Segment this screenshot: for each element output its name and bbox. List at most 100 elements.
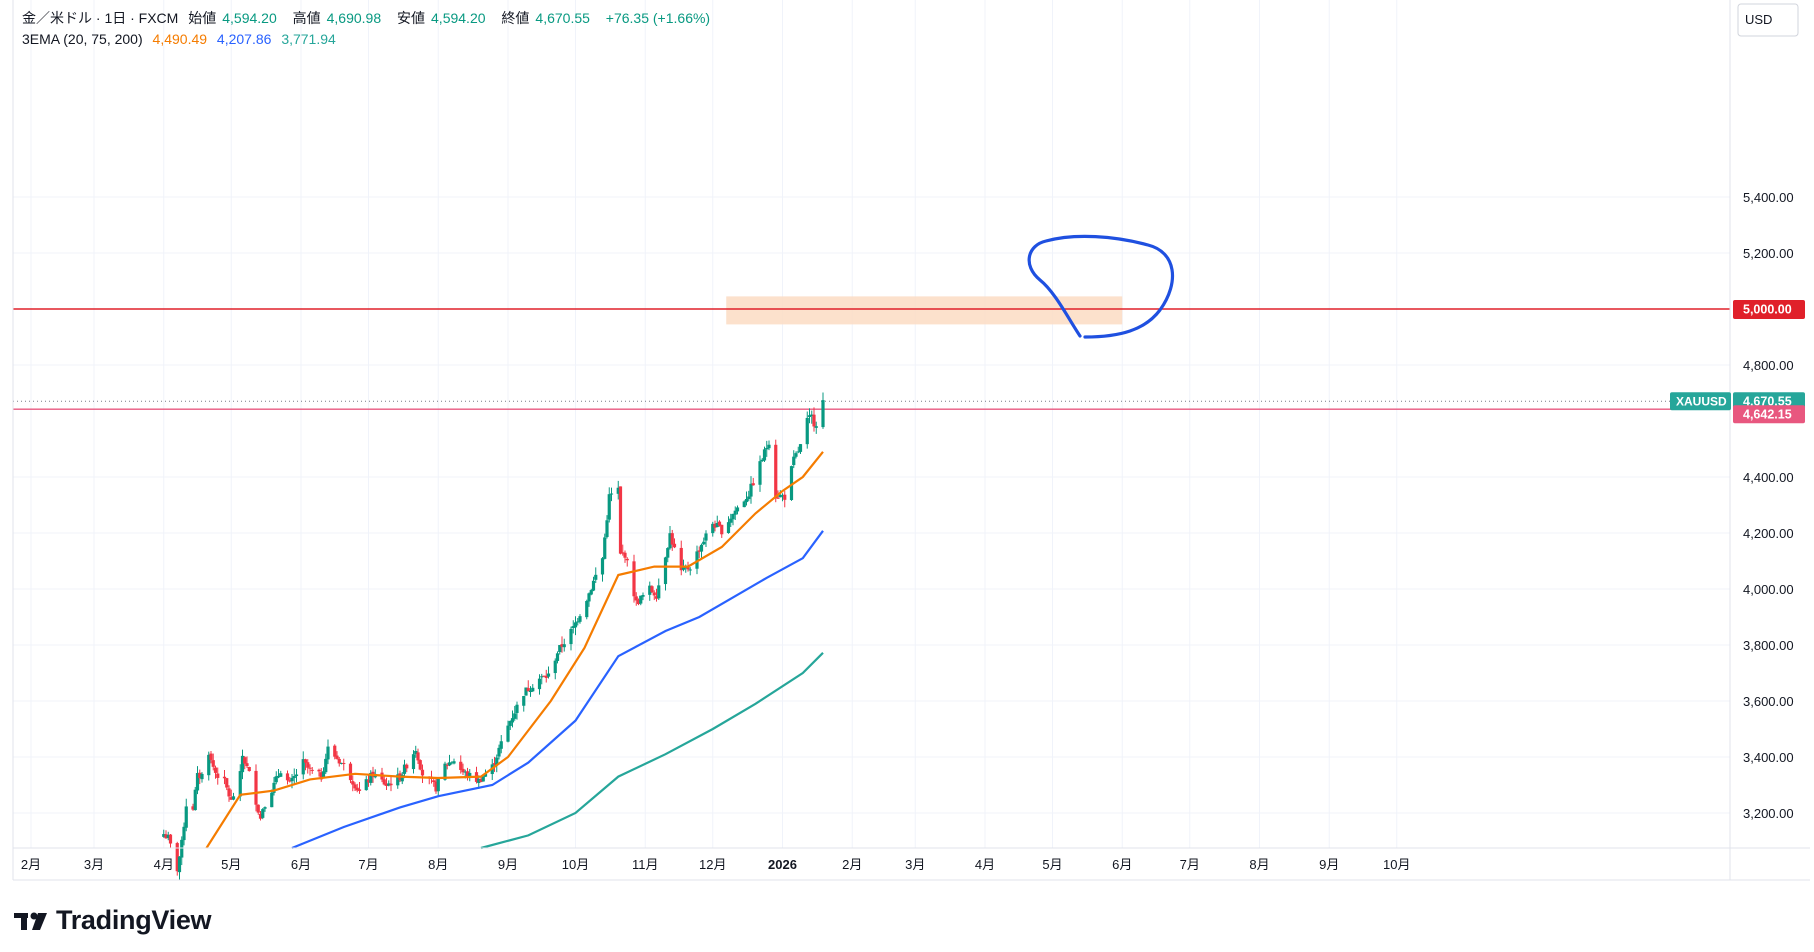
candle <box>544 669 548 683</box>
candle-body <box>418 760 422 770</box>
candle-body <box>686 566 690 570</box>
candle-body <box>200 773 204 780</box>
candle-body <box>623 552 627 558</box>
candle-body <box>711 523 715 534</box>
candle-body <box>400 774 404 782</box>
candle <box>670 529 674 551</box>
candle <box>180 836 184 866</box>
candle <box>774 439 778 503</box>
candle <box>445 762 449 770</box>
candle-body <box>261 809 265 818</box>
candle <box>447 754 452 767</box>
candle <box>542 675 546 677</box>
candle <box>162 829 166 838</box>
candle-body <box>544 675 548 678</box>
candle <box>348 761 353 784</box>
candle-body <box>515 704 519 714</box>
candle-body <box>317 769 321 772</box>
candle-body <box>382 779 386 785</box>
candle <box>578 614 582 624</box>
candle <box>616 480 620 500</box>
candle-body <box>776 497 780 499</box>
candle-body <box>634 596 638 601</box>
candle-body <box>308 767 312 769</box>
candle-body <box>704 533 708 541</box>
candle <box>461 763 465 776</box>
candle <box>279 770 283 778</box>
time-tick-label: 7月 <box>1180 857 1200 872</box>
candle-body <box>166 835 170 839</box>
candle-body <box>600 558 605 575</box>
candle <box>742 500 746 508</box>
candle <box>452 758 456 765</box>
candle-body <box>762 449 767 461</box>
candle-body <box>654 596 659 599</box>
candle-body <box>621 552 625 554</box>
candle-body <box>713 523 717 528</box>
candle-body <box>760 459 764 462</box>
candle-body <box>796 451 800 453</box>
candle <box>270 789 274 808</box>
candle-body <box>459 761 463 770</box>
candle-body <box>780 495 785 497</box>
candle <box>546 666 551 679</box>
candle <box>720 524 724 538</box>
candle <box>243 755 247 770</box>
candle-body <box>396 774 400 786</box>
candle-body <box>751 483 755 486</box>
candle <box>387 780 391 787</box>
candle-body <box>436 778 440 792</box>
currency-button[interactable]: USD <box>1745 12 1772 27</box>
candle <box>681 559 686 572</box>
candle-body <box>213 767 218 773</box>
candle-body <box>618 486 623 554</box>
candle <box>166 831 170 841</box>
candle-body <box>652 592 656 596</box>
hand-drawn-circle[interactable] <box>1027 234 1175 339</box>
symbol-label[interactable]: 金／米ドル · 1日 · FXCM <box>22 10 179 26</box>
candle-body <box>420 769 425 776</box>
currency-button-box <box>1737 3 1799 37</box>
candle <box>537 674 542 695</box>
candle <box>524 687 528 696</box>
candle <box>333 744 337 760</box>
candle-body <box>247 767 251 772</box>
candle-body <box>306 762 310 768</box>
candle-body <box>731 513 735 520</box>
candle <box>562 638 566 652</box>
candle-body <box>668 533 672 549</box>
candle <box>168 833 173 848</box>
candle <box>711 521 715 537</box>
candle-body <box>452 761 456 764</box>
candle <box>351 775 355 792</box>
time-tick-label: 8月 <box>428 857 448 872</box>
candle <box>227 785 231 802</box>
candle <box>526 680 530 692</box>
candle <box>261 808 265 820</box>
candle-body <box>254 770 258 805</box>
tradingview-logo[interactable]: TradingView <box>14 905 212 936</box>
candle-body <box>468 772 472 778</box>
candle <box>285 770 290 785</box>
ema-200-value: 3,771.94 <box>281 31 336 47</box>
ema-indicator-label[interactable]: 3EMA (20, 75, 200) <box>22 31 143 47</box>
candle <box>609 487 614 502</box>
candle-body <box>321 771 326 779</box>
candle-body <box>807 415 812 417</box>
candle <box>634 592 638 606</box>
candle <box>402 759 407 779</box>
candle <box>366 774 371 787</box>
candle <box>589 588 593 596</box>
candle-body <box>499 741 503 749</box>
candle <box>558 645 562 655</box>
candle-body <box>465 771 470 777</box>
candle-body <box>562 644 566 648</box>
price-tick-label: 3,400.00 <box>1743 750 1794 765</box>
candle-body <box>193 789 197 811</box>
candle <box>272 777 276 796</box>
candle <box>400 771 404 785</box>
candle <box>594 567 598 583</box>
candle <box>767 440 771 451</box>
time-tick-label: 11月 <box>632 857 659 872</box>
